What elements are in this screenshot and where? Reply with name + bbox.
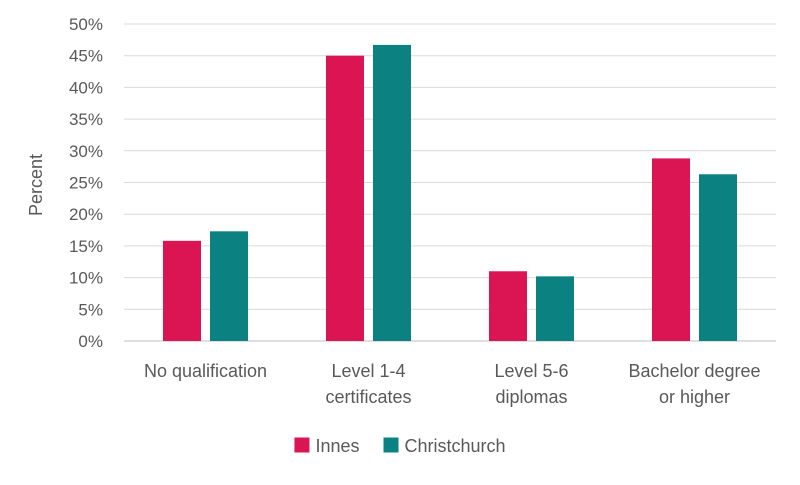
bar-christchurch-0 bbox=[210, 231, 248, 341]
y-tick-label: 40% bbox=[69, 78, 103, 97]
bar-innes-0 bbox=[163, 240, 201, 341]
y-tick-label: 10% bbox=[69, 269, 103, 288]
y-tick-label: 15% bbox=[69, 237, 103, 256]
bar-christchurch-2 bbox=[536, 276, 574, 341]
legend-swatch-christchurch bbox=[383, 437, 399, 453]
y-tick-label: 50% bbox=[69, 15, 103, 34]
x-category-label: Level 1-4 bbox=[331, 361, 405, 381]
legend-label-innes: Innes bbox=[315, 436, 359, 456]
x-category-label: No qualification bbox=[144, 361, 267, 381]
bar-innes-1 bbox=[326, 55, 364, 341]
x-category-label: or higher bbox=[659, 387, 730, 407]
bar-innes-2 bbox=[489, 271, 527, 341]
y-tick-label: 45% bbox=[69, 47, 103, 66]
y-tick-label: 5% bbox=[78, 300, 103, 319]
y-tick-label: 0% bbox=[78, 332, 103, 351]
y-axis-title: Percent bbox=[26, 154, 46, 216]
x-category-label: Bachelor degree bbox=[628, 361, 760, 381]
x-category-label: certificates bbox=[325, 387, 411, 407]
bars bbox=[163, 44, 737, 342]
y-tick-label: 35% bbox=[69, 110, 103, 129]
x-category-label: Level 5-6 bbox=[494, 361, 568, 381]
legend-swatch-innes bbox=[294, 437, 310, 453]
legend: Innes Christchurch bbox=[294, 436, 506, 456]
y-tick-label: 25% bbox=[69, 174, 103, 193]
legend-label-christchurch: Christchurch bbox=[405, 436, 506, 456]
y-axis-ticks: 0% 5% 10% 15% 20% 25% 30% 35% 40% 45% 50% bbox=[69, 15, 103, 351]
x-axis-categories: No qualification Level 1-4 certificates Lev… bbox=[144, 361, 761, 407]
y-tick-label: 30% bbox=[69, 142, 103, 161]
y-tick-label: 20% bbox=[69, 205, 103, 224]
bar-christchurch-3 bbox=[699, 174, 737, 341]
bar-innes-3 bbox=[652, 158, 690, 341]
x-category-label: diplomas bbox=[495, 387, 567, 407]
bar-christchurch-1 bbox=[373, 44, 411, 342]
